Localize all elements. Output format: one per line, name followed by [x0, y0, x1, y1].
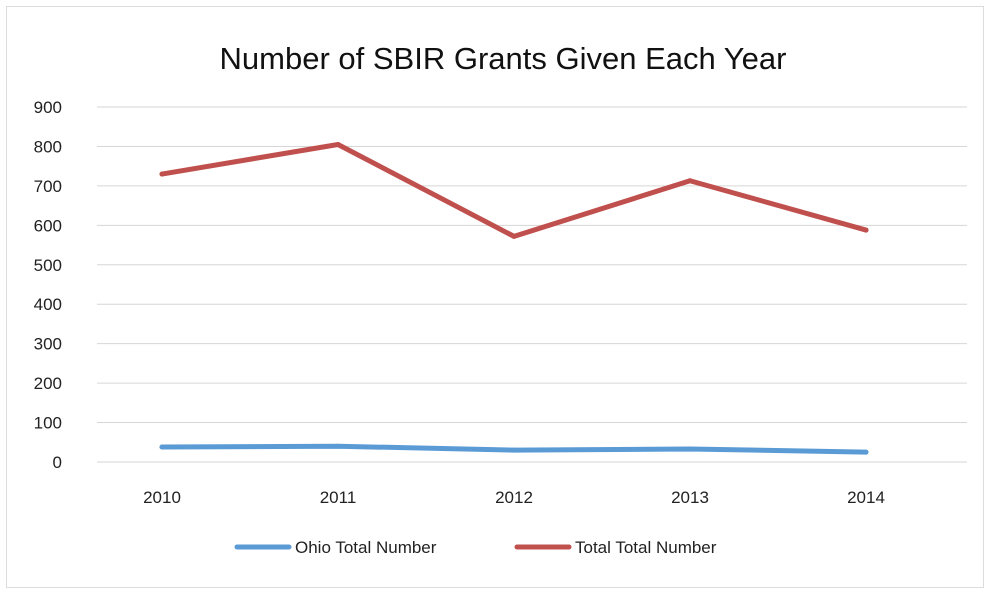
chart-frame: Number of SBIR Grants Given Each Year 0 1… [6, 6, 984, 588]
data-point [511, 233, 517, 239]
y-tick-label: 400 [34, 295, 62, 314]
legend: Ohio Total Number Total Total Number [234, 538, 717, 557]
data-point [863, 227, 869, 233]
data-point [159, 171, 165, 177]
data-point [335, 141, 341, 147]
data-point [687, 178, 693, 184]
data-point [687, 446, 693, 452]
x-tick-label: 2013 [671, 488, 709, 507]
y-tick-label: 900 [34, 98, 62, 117]
x-axis-tick-labels: 2010 2011 2012 2013 2014 [143, 488, 885, 507]
y-tick-label: 300 [34, 335, 62, 354]
x-tick-label: 2014 [847, 488, 885, 507]
y-tick-label: 600 [34, 216, 62, 235]
y-tick-label: 800 [34, 137, 62, 156]
data-point [863, 449, 869, 455]
legend-item: Total Total Number [514, 538, 717, 557]
y-tick-label: 700 [34, 177, 62, 196]
line-chart: Number of SBIR Grants Given Each Year 0 1… [34, 41, 967, 557]
x-tick-label: 2010 [143, 488, 181, 507]
y-tick-label: 100 [34, 414, 62, 433]
chart-title: Number of SBIR Grants Given Each Year [220, 41, 787, 76]
gridlines [97, 106, 967, 463]
data-point [511, 447, 517, 453]
data-point [159, 444, 165, 450]
y-tick-label: 0 [53, 453, 62, 472]
series-lines [159, 141, 869, 455]
legend-item: Ohio Total Number [234, 538, 437, 557]
x-tick-label: 2011 [320, 488, 357, 507]
legend-label: Total Total Number [575, 538, 717, 557]
y-tick-label: 500 [34, 256, 62, 275]
series-line-1 [159, 141, 869, 239]
data-point [335, 443, 341, 449]
y-tick-label: 200 [34, 374, 62, 393]
x-tick-label: 2012 [495, 488, 533, 507]
y-axis-tick-labels: 0 100 200 300 400 500 600 700 800 900 [34, 98, 62, 472]
legend-label: Ohio Total Number [295, 538, 437, 557]
